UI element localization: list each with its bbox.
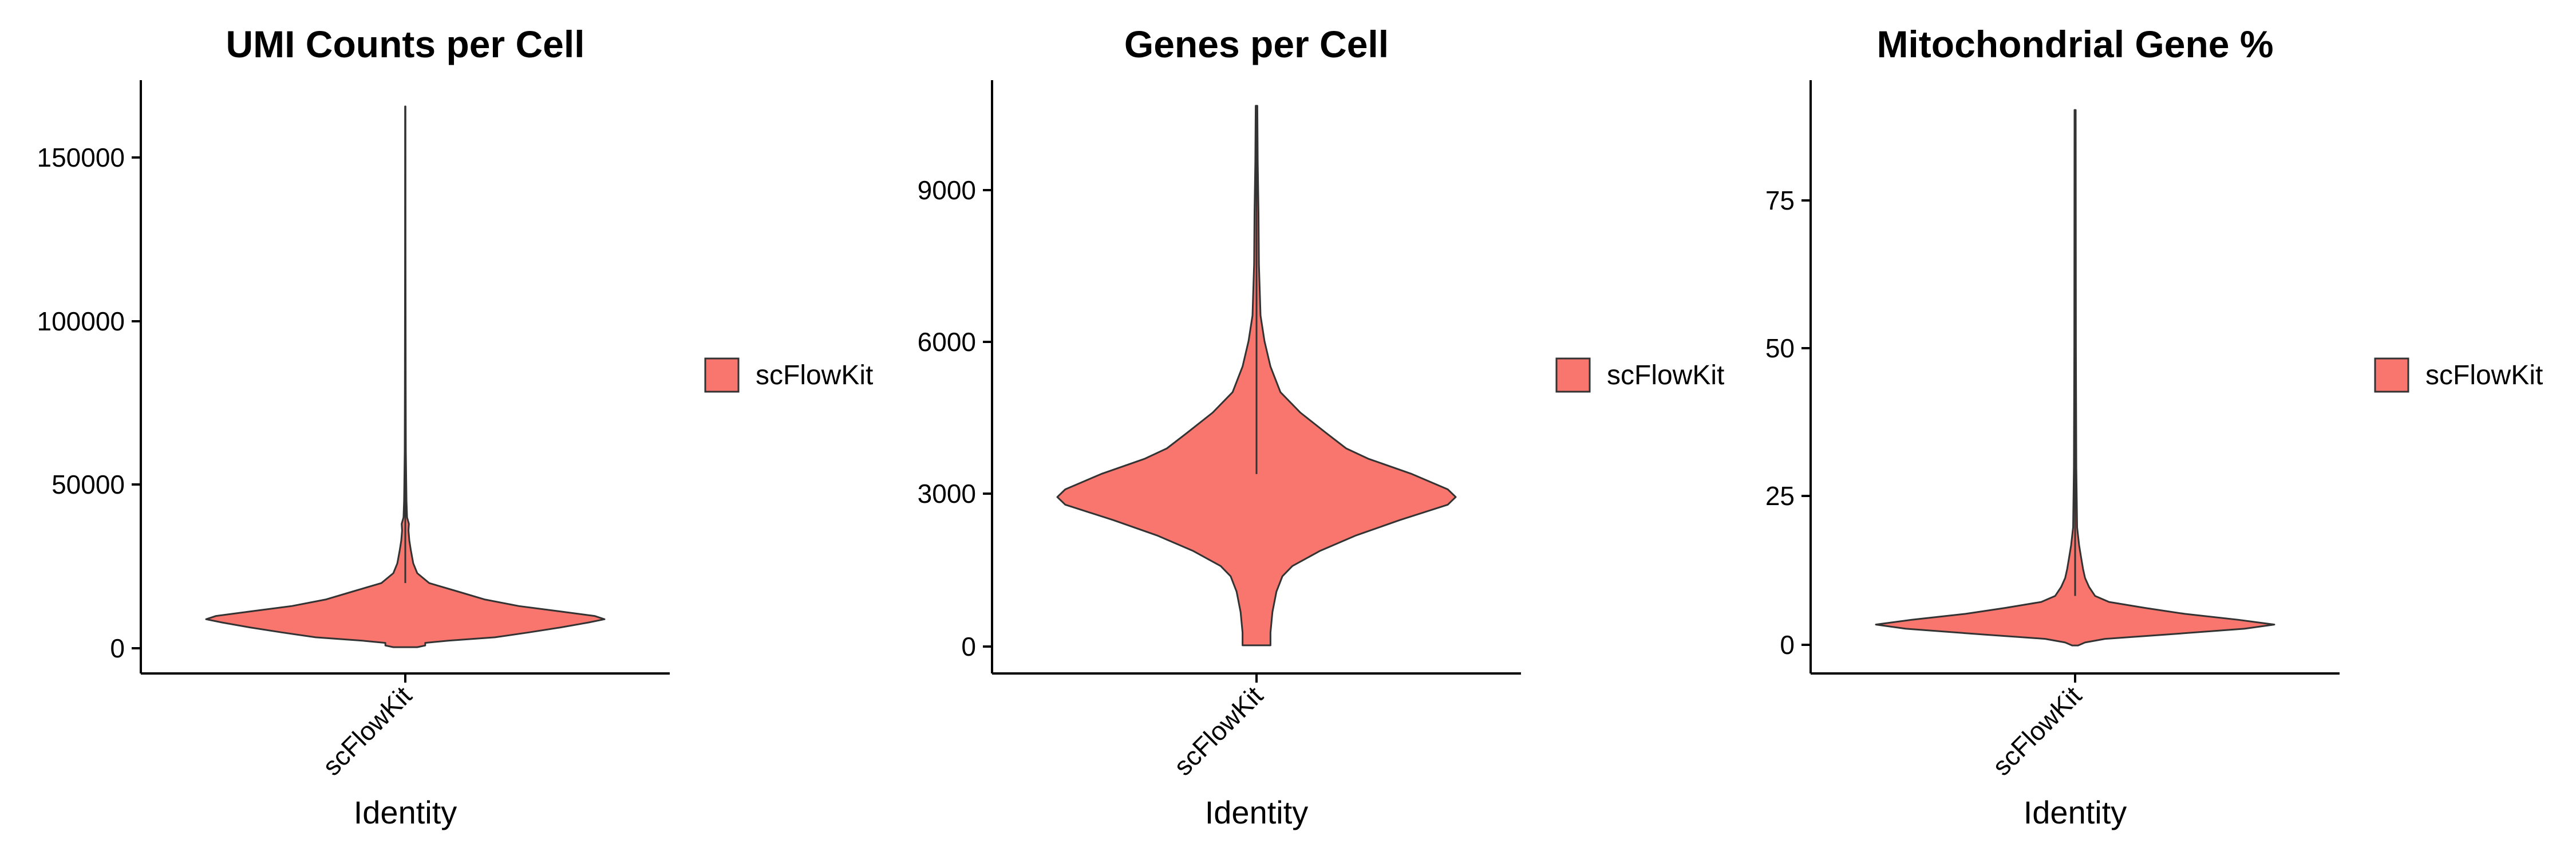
y-tick-label: 6000: [918, 327, 976, 357]
legend-label: scFlowKit: [2425, 360, 2543, 391]
y-ticks: 0 25 50 75: [1765, 186, 1811, 660]
y-tick-label: 75: [1765, 186, 1795, 215]
legend-key-swatch: [704, 357, 740, 393]
y-tick-label: 150000: [37, 143, 125, 172]
legend-label: scFlowKit: [1607, 360, 1724, 391]
y-tick-label: 0: [110, 633, 125, 663]
y-tick-label: 0: [961, 632, 976, 661]
legend-key-swatch: [2374, 357, 2409, 393]
legend-key-swatch: [1555, 357, 1591, 393]
panel-genes-per-cell: Genes per Cell 0 3000 6000 9000 scFlowKi…: [918, 23, 1725, 830]
y-tick-label: 0: [1780, 630, 1795, 660]
chart-title: UMI Counts per Cell: [226, 23, 584, 65]
y-ticks: 0 3000 6000 9000: [918, 175, 992, 661]
x-axis-title: Identity: [1205, 794, 1309, 830]
x-tick-label: scFlowKit: [1168, 680, 1269, 781]
chart-title: Genes per Cell: [1124, 23, 1389, 65]
x-axis-title: Identity: [2024, 794, 2127, 830]
x-tick-label: scFlowKit: [317, 680, 417, 781]
legend: scFlowKit: [2374, 357, 2543, 393]
legend: scFlowKit: [704, 357, 873, 393]
legend: scFlowKit: [1555, 357, 1724, 393]
y-tick-label: 50: [1765, 333, 1795, 363]
y-tick-label: 3000: [918, 479, 976, 509]
panel-mitochondrial-percent: Mitochondrial Gene % 0 25 50 75 scFlowKi…: [1765, 23, 2543, 830]
legend-label: scFlowKit: [756, 360, 873, 391]
y-ticks: 0 50000 100000 150000: [37, 143, 141, 663]
y-tick-label: 50000: [52, 470, 125, 499]
y-tick-label: 100000: [37, 306, 125, 336]
y-tick-label: 25: [1765, 481, 1795, 511]
x-axis-title: Identity: [354, 794, 457, 830]
panel-umi-counts: UMI Counts per Cell 0 50000 100000 15000…: [37, 23, 874, 830]
chart-title: Mitochondrial Gene %: [1876, 23, 2273, 65]
y-tick-label: 9000: [918, 175, 976, 205]
x-tick-label: scFlowKit: [1986, 680, 2087, 781]
